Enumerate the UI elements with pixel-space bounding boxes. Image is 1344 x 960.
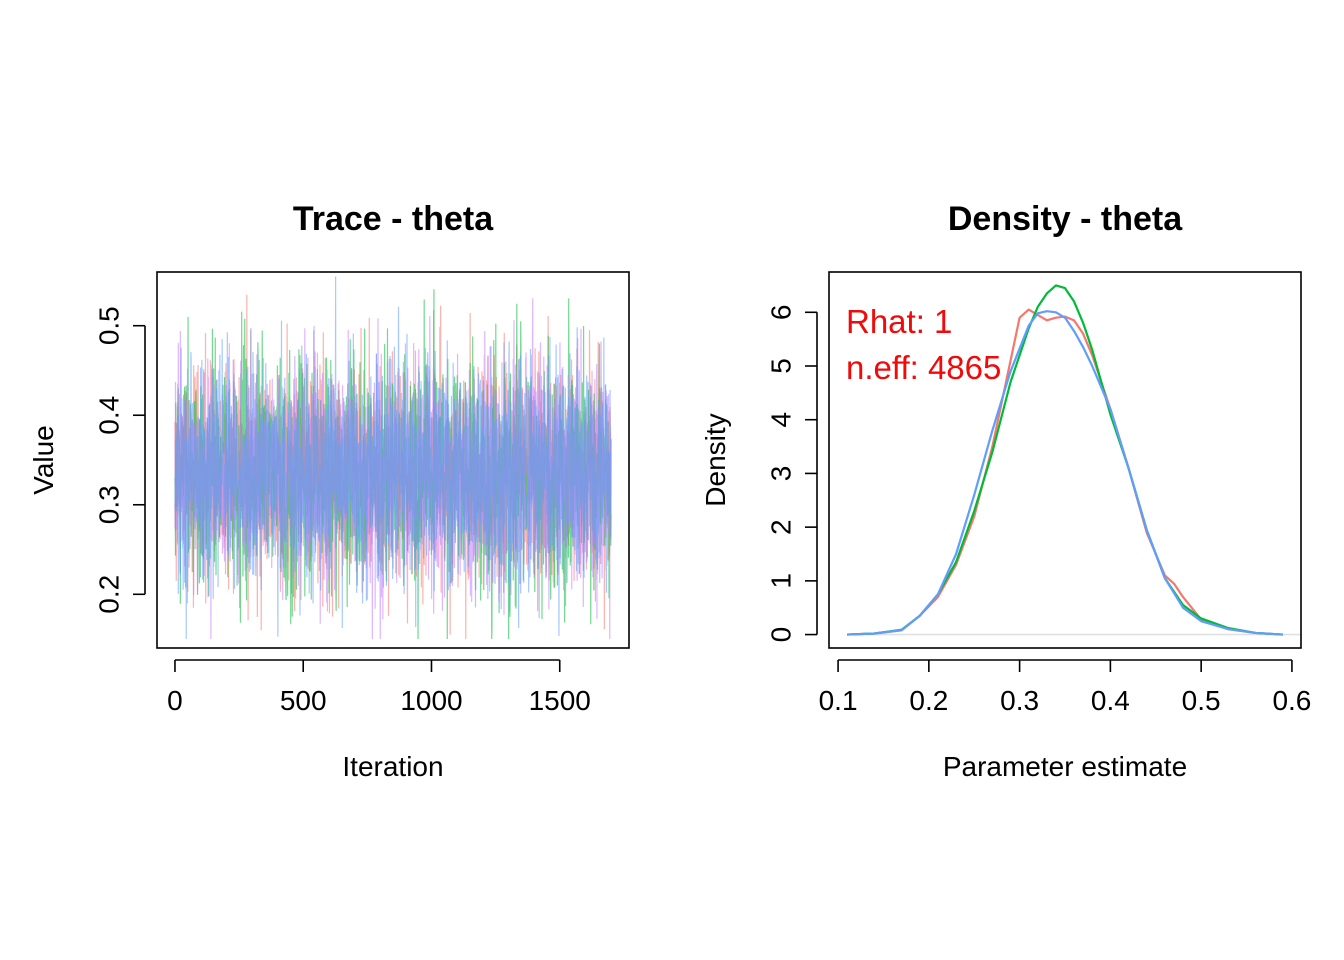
density-x-tick-label: 0.5 xyxy=(1182,685,1221,716)
trace-x-tick-label: 1500 xyxy=(529,685,591,716)
density-y-tick-label: 0 xyxy=(765,627,796,643)
trace-y-tick-label: 0.3 xyxy=(93,485,124,524)
density-lines xyxy=(847,284,1283,636)
trace-title: Trace - theta xyxy=(293,200,494,238)
trace-lines xyxy=(174,276,612,640)
trace-y-axis: 0.2 0.3 0.4 0.5 xyxy=(93,306,146,614)
trace-plot-frame xyxy=(156,271,630,649)
density-y-tick-label: 3 xyxy=(765,466,796,482)
density-y-tick-label: 5 xyxy=(765,358,796,374)
density-x-tick-label: 0.1 xyxy=(819,685,858,716)
trace-x-tick-label: 500 xyxy=(280,685,327,716)
density-x-label: Parameter estimate xyxy=(943,751,1187,782)
density-y-label: Density xyxy=(700,413,731,506)
density-title: Density - theta xyxy=(948,200,1183,238)
density-plot-frame xyxy=(828,271,1302,649)
density-x-tick-label: 0.2 xyxy=(909,685,948,716)
density-x-tick-label: 0.6 xyxy=(1272,685,1311,716)
density-x-tick-label: 0.4 xyxy=(1091,685,1130,716)
density-y-tick-label: 2 xyxy=(765,519,796,535)
density-panel: Density - theta 0.1 0.2 0.3 0.4 0.5 0.6 0 1 2 3 4… xyxy=(700,200,1311,782)
density-y-tick-label: 4 xyxy=(765,412,796,428)
density-series-3 xyxy=(847,310,1283,636)
trace-y-tick-label: 0.4 xyxy=(93,396,124,435)
density-y-tick-label: 6 xyxy=(765,304,796,320)
neff-annotation: n.eff: 4865 xyxy=(846,349,1001,386)
density-y-axis: 0 1 2 3 4 5 6 xyxy=(765,304,818,643)
trace-panel: Trace - theta 0 500 1000 1500 0.20.30.40.5 … xyxy=(28,200,630,782)
trace-series-4 xyxy=(174,276,612,640)
trace-y-tick-label: 0.2 xyxy=(93,575,124,614)
trace-x-label: Iteration xyxy=(342,751,443,782)
density-x-tick-label: 0.3 xyxy=(1000,685,1039,716)
trace-y-label: Value xyxy=(28,425,59,495)
density-x-axis: 0.1 0.2 0.3 0.4 0.5 0.6 xyxy=(819,659,1311,716)
trace-x-axis: 0 500 1000 1500 xyxy=(167,659,591,716)
density-y-tick-label: 1 xyxy=(765,573,796,589)
trace-x-tick-label: 1000 xyxy=(400,685,462,716)
trace-x-tick-label: 0 xyxy=(167,685,183,716)
rhat-annotation: Rhat: 1 xyxy=(846,303,952,340)
trace-y-tick-label: 0.5 xyxy=(93,306,124,345)
